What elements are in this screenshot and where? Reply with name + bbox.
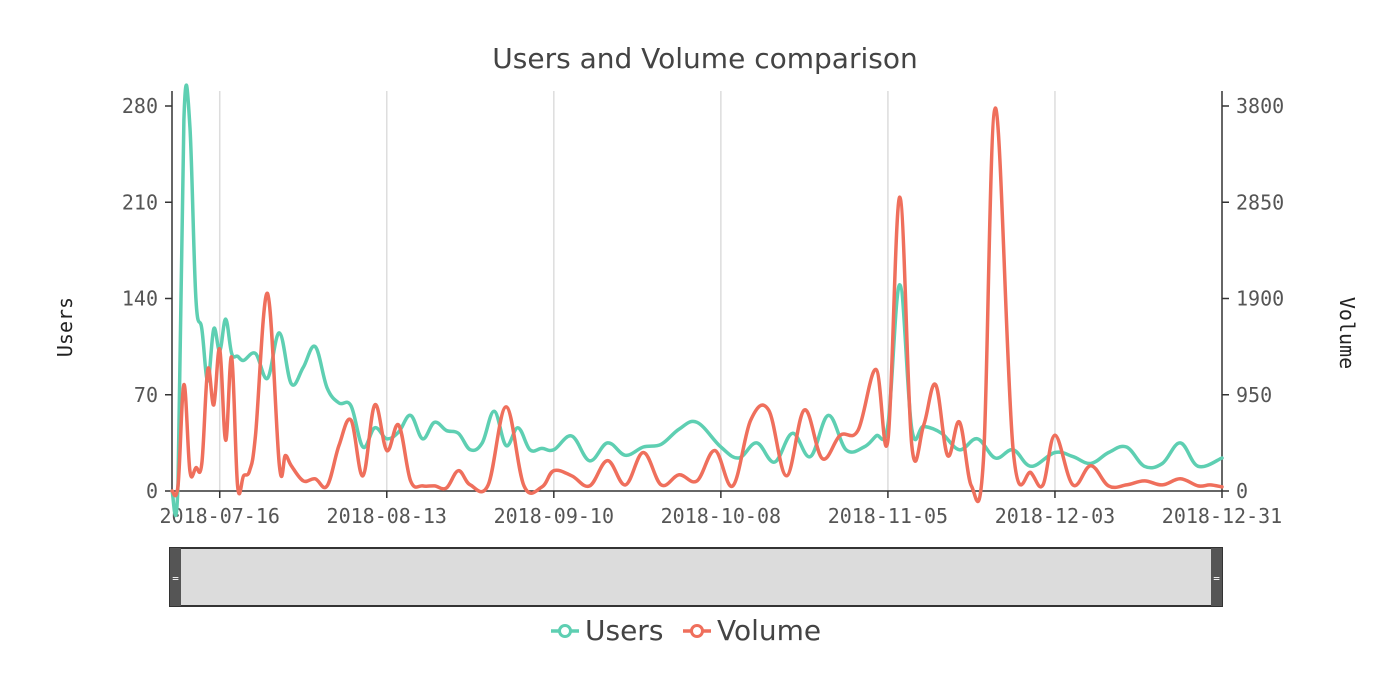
right-y-tick-label: 0 — [1236, 479, 1248, 503]
legend-item-users[interactable]: Users — [551, 614, 663, 647]
left-y-axis: 0 70 140 210 280 — [122, 94, 172, 503]
left-y-tick-label: 70 — [134, 383, 158, 407]
chart-title: Users and Volume comparison — [492, 42, 917, 75]
right-y-tick-label: 1900 — [1236, 287, 1284, 311]
left-y-tick-label: 280 — [122, 94, 158, 118]
x-axis: 2018-07-16 2018-08-13 2018-09-10 2018-10-08… — [160, 491, 1282, 528]
right-y-tick-label: 950 — [1236, 383, 1272, 407]
x-tick-label: 2018-12-31 — [1162, 504, 1282, 528]
grid — [218, 91, 1056, 491]
x-tick-label: 2018-12-03 — [995, 504, 1115, 528]
right-y-axis: 0 950 1900 2850 3800 — [1222, 94, 1284, 503]
x-tick-label: 2018-11-05 — [828, 504, 948, 528]
series-layer — [170, 83, 1224, 518]
range-navigator[interactable]: = = — [169, 547, 1223, 607]
x-tick-label: 2018-09-10 — [494, 504, 614, 528]
legend-label-volume: Volume — [717, 614, 821, 647]
right-axis-title: Volume — [1335, 297, 1359, 369]
series-line-volume[interactable] — [170, 106, 1224, 504]
right-y-tick-label: 2850 — [1236, 190, 1284, 214]
left-axis-title: Users — [53, 297, 77, 357]
x-tick-label: 2018-08-13 — [327, 504, 447, 528]
legend: Users Volume — [551, 614, 821, 647]
right-handle-grip-icon: = — [1213, 572, 1220, 585]
left-y-tick-label: 210 — [122, 190, 158, 214]
left-handle-grip-icon: = — [172, 572, 179, 585]
users-legend-marker-icon — [558, 624, 572, 638]
legend-label-users: Users — [585, 614, 663, 647]
volume-legend-marker-icon — [690, 624, 704, 638]
navigator-right-handle[interactable] — [1211, 548, 1222, 606]
navigator-window[interactable] — [169, 547, 1223, 607]
x-tick-label: 2018-10-08 — [661, 504, 781, 528]
right-y-tick-label: 3800 — [1236, 94, 1284, 118]
legend-item-volume[interactable]: Volume — [683, 614, 821, 647]
navigator-left-handle[interactable] — [170, 548, 181, 606]
left-y-tick-label: 140 — [122, 287, 158, 311]
x-tick-label: 2018-07-16 — [160, 504, 280, 528]
series-line-users[interactable] — [170, 83, 1224, 518]
left-y-tick-label: 0 — [146, 479, 158, 503]
